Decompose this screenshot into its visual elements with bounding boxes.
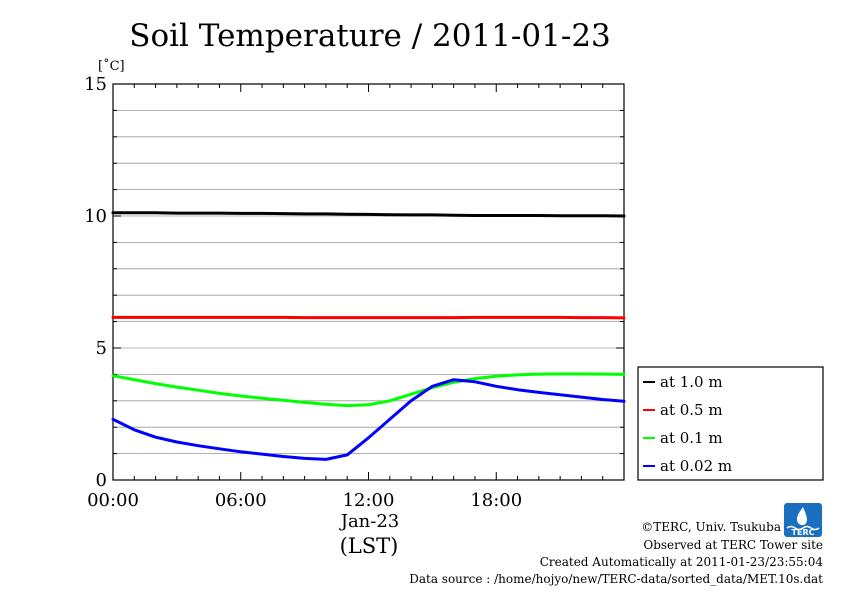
y-axis: 0 5 10 15 <box>84 74 624 491</box>
created-timestamp-text: Created Automatically at 2011-01-23/23:5… <box>540 555 824 569</box>
x-tick-label: 18:00 <box>470 490 522 511</box>
x-axis: 00:00 06:00 12:00 18:00 <box>87 84 625 511</box>
series-line <box>111 315 626 320</box>
series-line <box>111 378 626 461</box>
series-line <box>111 372 626 408</box>
legend-label: at 0.5 m <box>660 401 723 419</box>
x-axis-label: (LST) <box>340 534 399 558</box>
series-line <box>111 211 626 218</box>
x-tick-label: 12:00 <box>343 490 395 511</box>
series-lines <box>111 211 626 461</box>
legend-box <box>637 366 824 481</box>
chart-title: Soil Temperature / 2011-01-23 <box>129 18 611 54</box>
y-tick-label: 10 <box>84 206 107 227</box>
x-tick-label: 00:00 <box>87 490 139 511</box>
legend-label: at 0.02 m <box>660 457 732 475</box>
terc-logo: TERC <box>784 503 822 537</box>
legend-label: at 0.1 m <box>660 429 723 447</box>
legend: at 1.0 m at 0.5 m at 0.1 m at 0.02 m <box>643 373 732 475</box>
water-drop-icon <box>796 507 807 526</box>
x-tick-label: 06:00 <box>215 490 267 511</box>
legend-label: at 1.0 m <box>660 373 723 391</box>
y-tick-label: 5 <box>96 338 107 359</box>
plot-frame <box>112 83 625 481</box>
gridlines <box>113 110 624 455</box>
terc-logo-text: TERC <box>792 528 815 537</box>
copyright-text: ©TERC, Univ. Tsukuba <box>641 520 781 534</box>
observed-site-text: Observed at TERC Tower site <box>643 538 823 552</box>
x-axis-date-label: Jan-23 <box>339 511 400 532</box>
wave-icon <box>786 525 820 531</box>
y-tick-label: 0 <box>96 470 107 491</box>
y-tick-label: 15 <box>84 74 107 95</box>
y-axis-unit-label: [˚C] <box>98 58 125 74</box>
data-source-text: Data source : /home/hojyo/new/TERC-data/… <box>409 572 823 586</box>
